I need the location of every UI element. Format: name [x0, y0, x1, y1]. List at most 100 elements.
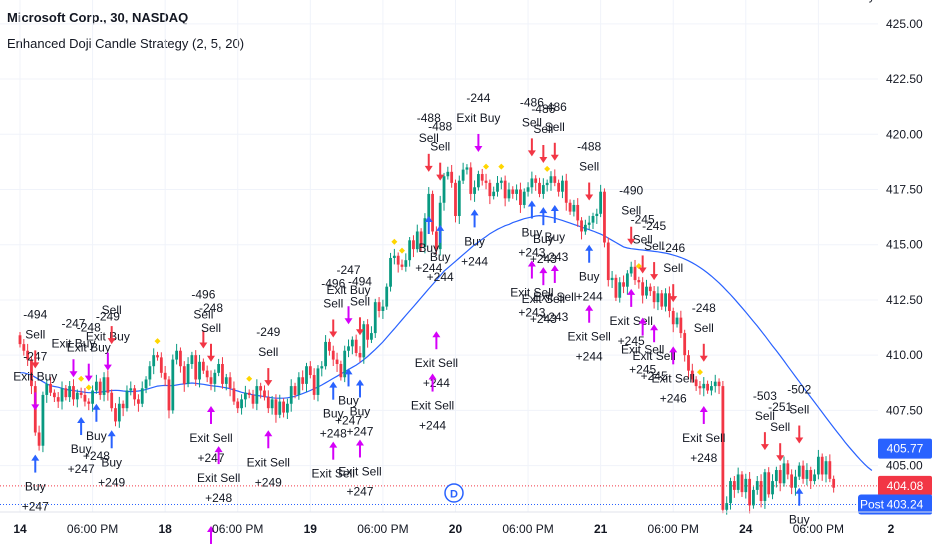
candle-body — [52, 392, 56, 398]
signal-arrow-head — [699, 355, 708, 362]
signal-label: -245 — [631, 212, 655, 226]
candle-body — [675, 317, 679, 325]
candle-body — [499, 180, 503, 183]
candle-body — [736, 474, 740, 490]
signal-label: +249 — [98, 475, 125, 489]
candle-body — [564, 180, 568, 203]
signal-label: Exit Sell — [415, 356, 458, 370]
candle-body — [553, 176, 557, 183]
signal-label: Sell — [430, 140, 450, 154]
candle-body — [30, 359, 33, 387]
post-tag — [858, 494, 886, 515]
candle-body — [752, 489, 755, 506]
candle-body — [561, 180, 564, 192]
signal-label: -502 — [787, 383, 811, 397]
signal-label: -244 — [466, 91, 490, 105]
candle-body — [557, 182, 561, 192]
candle-body — [297, 377, 301, 395]
candle-body — [121, 403, 125, 409]
candle-body — [106, 377, 110, 393]
signal-arrow-head — [550, 264, 559, 271]
candle-body — [832, 478, 836, 488]
signal-label: -486 — [520, 95, 544, 109]
candle-body — [221, 364, 224, 384]
doji-marker — [544, 165, 551, 172]
signal-label: +243 — [530, 312, 557, 326]
candle-body — [377, 302, 381, 311]
candle-body — [156, 355, 159, 358]
signal-label: +247 — [335, 413, 362, 427]
signal-arrow-head — [107, 430, 116, 437]
candle-body — [343, 350, 347, 378]
candle-body — [668, 293, 671, 311]
signal-label: Sell — [789, 403, 809, 417]
candle-body — [652, 291, 656, 303]
signal-label: Sell — [621, 204, 641, 218]
candle-body — [431, 193, 434, 232]
candle-body — [87, 401, 91, 404]
candle-body — [328, 341, 331, 351]
candle-body — [408, 240, 412, 261]
x-tick-label: 06:00 PM — [793, 522, 844, 536]
candle-body — [366, 324, 370, 340]
candle-body — [660, 293, 664, 307]
signal-arrow-head — [650, 274, 659, 281]
candle-body — [179, 350, 182, 367]
candle-body — [522, 191, 526, 205]
candle-body — [26, 350, 30, 360]
post-tag-label: Post — [860, 497, 885, 511]
candle-body — [434, 231, 438, 250]
candle-body — [91, 390, 94, 404]
candle-body — [320, 366, 324, 369]
candle-body — [820, 456, 824, 475]
last-price-badge — [878, 475, 932, 496]
signal-label: Exit Buy — [67, 341, 111, 355]
y-axis-ticks: 405.00 407.50 410.00 412.50 415.00 417.50 420.… — [886, 17, 923, 473]
signal-label: Exit Sell — [522, 292, 565, 306]
signal-label: Exit Buy — [13, 369, 57, 383]
candle-body — [75, 392, 79, 400]
signal-label: +248 — [83, 449, 110, 463]
ma-polyline — [20, 214, 873, 471]
signal-arrow-head — [424, 165, 433, 172]
candle-body — [729, 481, 732, 504]
dividend-icon[interactable]: D — [444, 483, 464, 503]
y-tick-label: 412.50 — [886, 293, 923, 307]
signal-label: +244 — [423, 376, 450, 390]
signal-arrow-head — [436, 174, 445, 181]
post-price-badge-label: 403.24 — [887, 497, 924, 511]
candle-body — [37, 432, 41, 446]
signal-label: -494 — [23, 307, 47, 321]
x-tick-label: 24 — [739, 522, 753, 536]
candle-body — [664, 293, 667, 307]
signal-label: Exit Sell — [247, 455, 290, 469]
signal-arrow-head — [84, 375, 93, 382]
price-axis[interactable] — [878, 0, 932, 512]
doji-marker — [696, 369, 703, 376]
signal-label: Sell — [419, 131, 439, 145]
signal-arrow-head — [432, 331, 441, 338]
y-tick-label: 405.00 — [886, 459, 923, 473]
signal-label: Exit Buy — [456, 111, 500, 125]
candle-body — [610, 277, 614, 281]
signal-arrow-head — [474, 145, 483, 152]
signal-arrow-head — [329, 331, 338, 338]
signal-arrow-head — [550, 204, 559, 211]
signal-label: +243 — [518, 246, 545, 260]
candle-body — [316, 368, 320, 395]
candle-body — [125, 390, 129, 409]
signal-label: Exit Sell — [682, 431, 725, 445]
signal-arrow-head — [355, 439, 364, 446]
signal-arrow-head — [31, 454, 40, 461]
signal-label: +248 — [690, 451, 717, 465]
signal-arrow-head — [69, 371, 78, 378]
signal-label: Buy — [522, 226, 543, 240]
candle-body — [599, 191, 603, 214]
signal-label: -486 — [531, 102, 555, 116]
candle-body — [679, 317, 683, 334]
signal-label: Buy — [544, 230, 565, 244]
candle-body — [243, 392, 247, 400]
